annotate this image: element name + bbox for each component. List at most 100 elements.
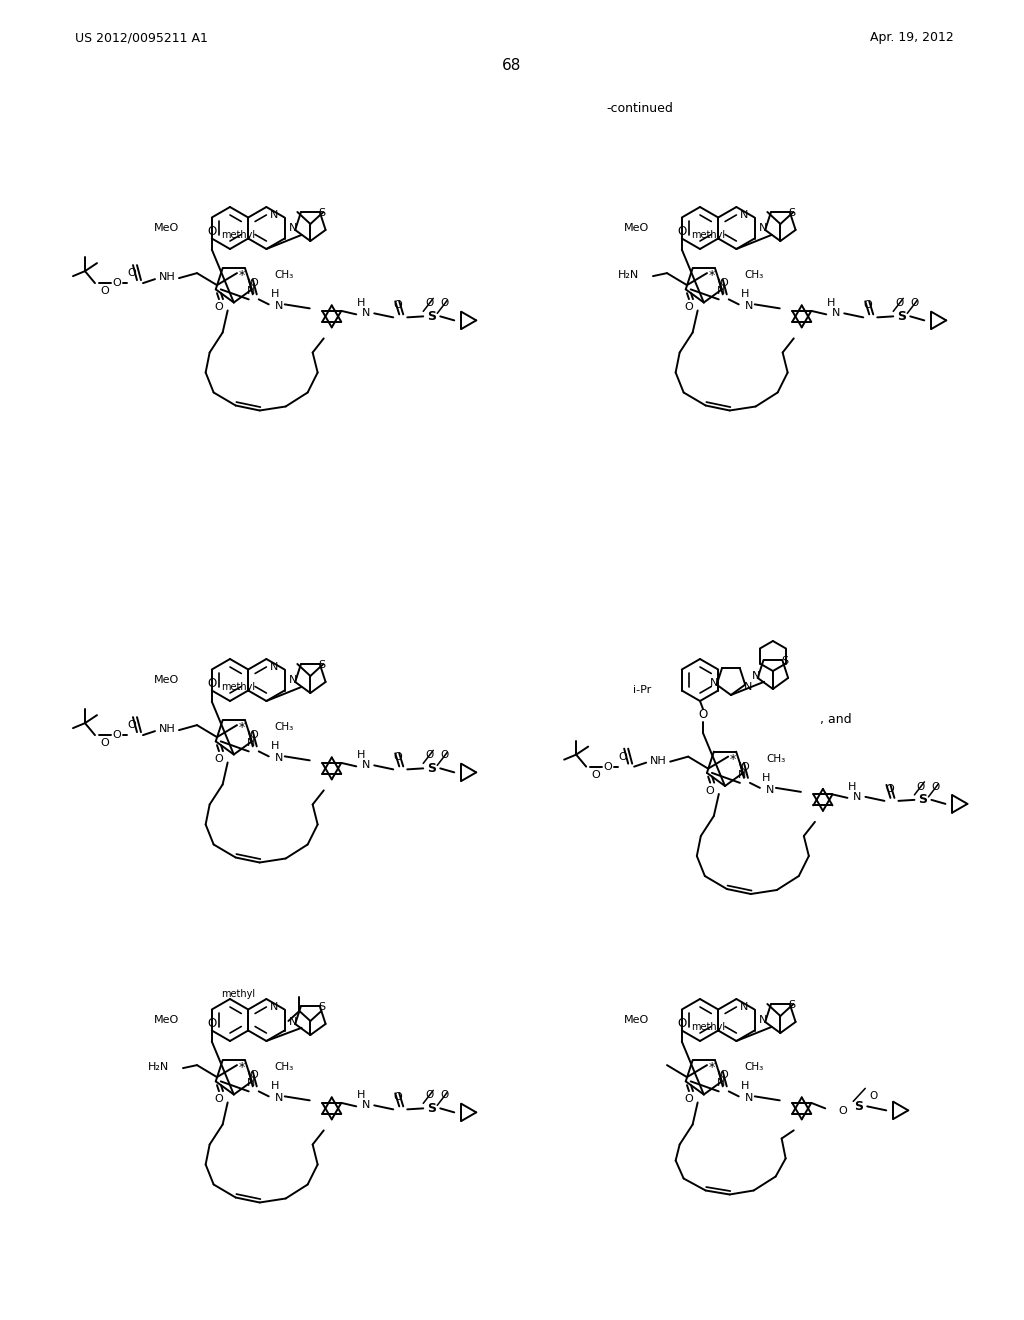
Text: S: S — [318, 1002, 326, 1012]
Text: S: S — [318, 660, 326, 671]
Text: N: N — [274, 754, 283, 763]
Text: S: S — [854, 1100, 863, 1113]
Text: O: O — [720, 1071, 728, 1080]
Text: -continued: -continued — [606, 102, 674, 115]
Text: N: N — [752, 671, 760, 681]
Text: *: * — [239, 1061, 245, 1074]
Text: O: O — [113, 730, 122, 741]
Text: S: S — [897, 310, 906, 323]
Text: *: * — [709, 269, 715, 282]
Text: O: O — [250, 1071, 258, 1080]
Text: S: S — [318, 209, 326, 218]
Text: O: O — [931, 781, 940, 792]
Text: O: O — [207, 224, 216, 238]
Text: H: H — [270, 742, 279, 751]
Text: S: S — [788, 209, 796, 218]
Text: O: O — [425, 1090, 433, 1101]
Text: H: H — [357, 750, 366, 760]
Text: US 2012/0095211 A1: US 2012/0095211 A1 — [75, 32, 208, 45]
Text: O: O — [440, 750, 449, 760]
Text: methyl: methyl — [221, 230, 255, 240]
Text: O: O — [685, 1094, 693, 1104]
Text: O: O — [113, 279, 122, 288]
Text: O: O — [425, 750, 433, 760]
Text: O: O — [685, 302, 693, 312]
Text: O: O — [394, 752, 402, 763]
Text: N: N — [269, 210, 278, 220]
Text: N: N — [274, 1093, 283, 1104]
Text: S: S — [788, 1001, 796, 1010]
Text: O: O — [885, 784, 894, 793]
Text: O: O — [215, 1094, 223, 1104]
Text: N: N — [738, 770, 746, 780]
Text: N: N — [362, 760, 371, 771]
Text: CH₃: CH₃ — [274, 1063, 294, 1072]
Text: O: O — [100, 738, 110, 748]
Text: H: H — [357, 298, 366, 309]
Text: S: S — [427, 1102, 436, 1115]
Text: NH: NH — [159, 272, 175, 282]
Text: methyl: methyl — [691, 1022, 725, 1032]
Text: H: H — [270, 289, 279, 300]
Text: *: * — [239, 721, 245, 734]
Text: MeO: MeO — [154, 223, 179, 234]
Text: H: H — [827, 298, 836, 309]
Text: CH₃: CH₃ — [744, 1063, 764, 1072]
Text: H: H — [357, 1090, 366, 1101]
Text: O: O — [706, 785, 715, 796]
Text: , and: , and — [820, 714, 852, 726]
Text: N: N — [362, 309, 371, 318]
Text: methyl: methyl — [691, 230, 725, 240]
Text: NH: NH — [159, 725, 175, 734]
Text: O: O — [916, 781, 925, 792]
Text: S: S — [427, 310, 436, 323]
Text: N: N — [710, 677, 718, 688]
Text: CH₃: CH₃ — [274, 271, 294, 281]
Text: Apr. 19, 2012: Apr. 19, 2012 — [870, 32, 953, 45]
Text: N: N — [289, 675, 297, 685]
Text: O: O — [592, 770, 600, 780]
Text: 68: 68 — [503, 58, 521, 73]
Text: O: O — [250, 730, 258, 741]
Text: O: O — [677, 224, 686, 238]
Text: O: O — [864, 301, 872, 310]
Text: O: O — [425, 298, 433, 309]
Text: methyl: methyl — [221, 989, 255, 999]
Text: N: N — [269, 1002, 278, 1012]
Text: MeO: MeO — [624, 1015, 649, 1026]
Text: H₂N: H₂N — [617, 271, 639, 280]
Text: N: N — [739, 210, 748, 220]
Text: *: * — [730, 752, 736, 766]
Text: MeO: MeO — [154, 1015, 179, 1026]
Text: O: O — [440, 1090, 449, 1101]
Text: H: H — [740, 289, 749, 300]
Text: O: O — [869, 1092, 878, 1101]
Text: H: H — [270, 1081, 279, 1092]
Text: N: N — [766, 785, 774, 795]
Text: N: N — [289, 223, 297, 232]
Text: O: O — [698, 709, 708, 722]
Text: O: O — [207, 677, 216, 690]
Text: O: O — [895, 298, 903, 309]
Text: N: N — [247, 738, 255, 748]
Text: O: O — [677, 1016, 686, 1030]
Text: N: N — [853, 792, 861, 801]
Text: MeO: MeO — [624, 223, 649, 234]
Text: O: O — [215, 754, 223, 764]
Text: N: N — [759, 1015, 767, 1024]
Text: N: N — [717, 1078, 725, 1089]
Text: N: N — [247, 286, 255, 297]
Text: N: N — [744, 301, 753, 312]
Text: O: O — [440, 298, 449, 309]
Text: N: N — [744, 681, 753, 692]
Text: *: * — [239, 269, 245, 282]
Text: H: H — [762, 774, 770, 783]
Text: O: O — [394, 1093, 402, 1102]
Text: N: N — [274, 301, 283, 312]
Text: N: N — [247, 1078, 255, 1089]
Text: O: O — [618, 751, 628, 762]
Text: NH: NH — [650, 755, 667, 766]
Text: O: O — [604, 762, 612, 772]
Text: O: O — [207, 1016, 216, 1030]
Text: O: O — [394, 301, 402, 310]
